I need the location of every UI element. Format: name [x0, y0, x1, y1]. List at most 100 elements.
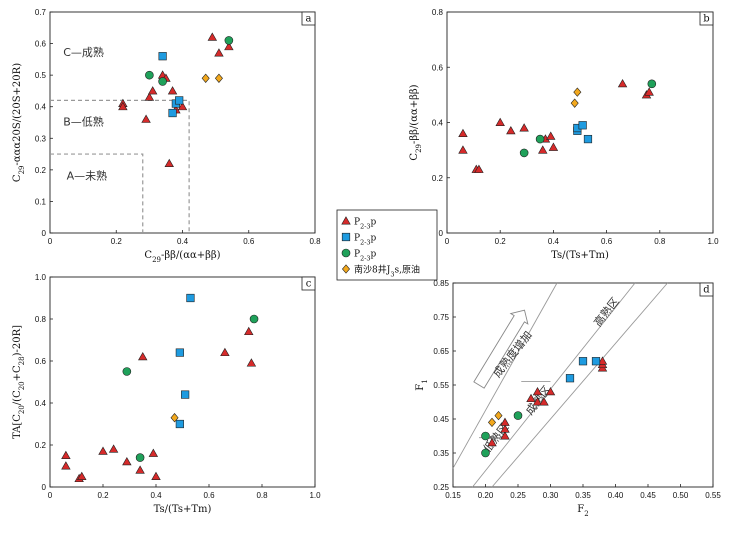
data-point: [481, 448, 490, 458]
data-point: [597, 356, 608, 365]
x-tick-label: 0.20: [478, 491, 494, 500]
y-tick-label: 0.25: [433, 483, 449, 492]
y-tick-label: 0.35: [433, 449, 449, 458]
y-axis-label: TA[C20/(C20+C28)-20R]: [12, 325, 26, 439]
legend-label: P2-3p: [354, 250, 377, 263]
series-square: [573, 121, 593, 144]
panel-letter-c: c: [301, 276, 316, 291]
x-tick-label: 1.0: [707, 237, 719, 246]
series-square: [565, 357, 601, 383]
data-point: [168, 108, 177, 118]
data-point: [122, 367, 132, 376]
data-point: [481, 431, 490, 441]
x-tick-label: 0.2: [495, 237, 507, 246]
data-point: [500, 431, 510, 440]
x-tick-label: 0: [445, 237, 450, 246]
series-diamond: [570, 87, 582, 108]
data-point: [175, 419, 184, 429]
series-square: [158, 52, 184, 118]
panel-letter-text: d: [703, 285, 710, 296]
x-tick-label: 0: [48, 237, 53, 246]
y-tick-label: 0: [42, 483, 47, 492]
x-tick-label: 0.4: [150, 491, 162, 500]
panel-letter-box: [301, 11, 316, 26]
data-point: [591, 357, 601, 366]
y-tick-label: 0.2: [35, 166, 47, 175]
data-point: [535, 134, 545, 144]
x-tick-label: 0.4: [548, 237, 560, 246]
x-tick-label: 0: [48, 491, 53, 500]
data-point: [249, 314, 259, 324]
y-tick-label: 0.2: [432, 174, 444, 183]
x-tick-label: 0.25: [510, 491, 526, 500]
data-point: [61, 450, 71, 459]
panel-letter-text: c: [306, 279, 312, 290]
y-tick-label: 0.65: [433, 347, 449, 356]
y-tick-label: 0.4: [35, 399, 47, 408]
data-point: [147, 86, 158, 95]
data-point: [513, 411, 523, 420]
band-line-3: [491, 282, 668, 488]
data-point: [644, 87, 654, 96]
data-point: [500, 424, 510, 433]
zone-boundary-1: [50, 153, 144, 233]
data-point: [526, 393, 536, 403]
legend-marker-square: [341, 232, 351, 242]
data-point: [175, 96, 184, 105]
x-tick-label: 0.8: [256, 491, 268, 500]
data-point: [138, 351, 148, 361]
series-circle: [145, 36, 234, 86]
y-tick-label: 0.6: [35, 40, 47, 49]
zone-annotation-3: A—未熟: [67, 168, 108, 182]
legend-marker-triangle: [341, 216, 351, 225]
data-point: [167, 86, 178, 95]
data-point: [170, 413, 179, 423]
x-axis-label: F2: [577, 504, 588, 518]
data-point: [145, 70, 154, 80]
data-point: [617, 79, 628, 88]
series-circle: [122, 314, 259, 462]
legend-marker-diamond: [342, 264, 350, 274]
data-point: [573, 87, 582, 97]
panel-letter-d: d: [699, 282, 714, 297]
zone-annotation-2: 高熟区: [591, 294, 622, 329]
x-tick-label: 0.45: [640, 491, 656, 500]
data-point: [532, 397, 543, 406]
data-point: [141, 114, 151, 123]
x-tick-label: 0.6: [243, 237, 255, 246]
y-tick-label: 0.1: [35, 197, 47, 206]
data-point: [487, 437, 497, 447]
series-triangle: [61, 326, 257, 483]
legend-box: [336, 209, 438, 281]
data-point: [158, 52, 167, 61]
data-point: [570, 98, 579, 108]
data-point: [488, 417, 496, 428]
x-tick-label: 0.55: [705, 491, 721, 500]
data-point: [122, 456, 132, 466]
data-point: [494, 410, 503, 421]
y-tick-label: 0: [439, 229, 444, 238]
x-tick-label: 0.4: [177, 237, 189, 246]
x-tick-label: 0.40: [608, 491, 624, 500]
y-tick-label: 0.5: [35, 71, 47, 80]
data-point: [578, 121, 587, 130]
zone-annotation-2: B—低熟: [63, 115, 104, 129]
data-point: [532, 386, 543, 396]
data-point: [164, 158, 174, 167]
data-point: [98, 446, 108, 455]
data-point: [135, 465, 145, 474]
y-tick-label: 0.45: [433, 415, 449, 424]
series-triangle: [458, 79, 654, 173]
y-tick-label: 0.7: [35, 8, 47, 17]
y-tick-label: 1.0: [35, 273, 47, 282]
x-tick-label: 0.8: [309, 237, 321, 246]
y-axis-label: C29-ββ/(αα+ββ): [409, 84, 423, 160]
series-circle: [481, 411, 523, 458]
data-point: [506, 125, 516, 135]
data-point: [538, 145, 548, 154]
panel-d: 0.15 0.20 0.25 0.30 0.35 0.40 0.45 0.50 0.55 0.25…: [415, 279, 721, 518]
data-point: [224, 36, 234, 45]
band-line-2: [472, 282, 636, 488]
